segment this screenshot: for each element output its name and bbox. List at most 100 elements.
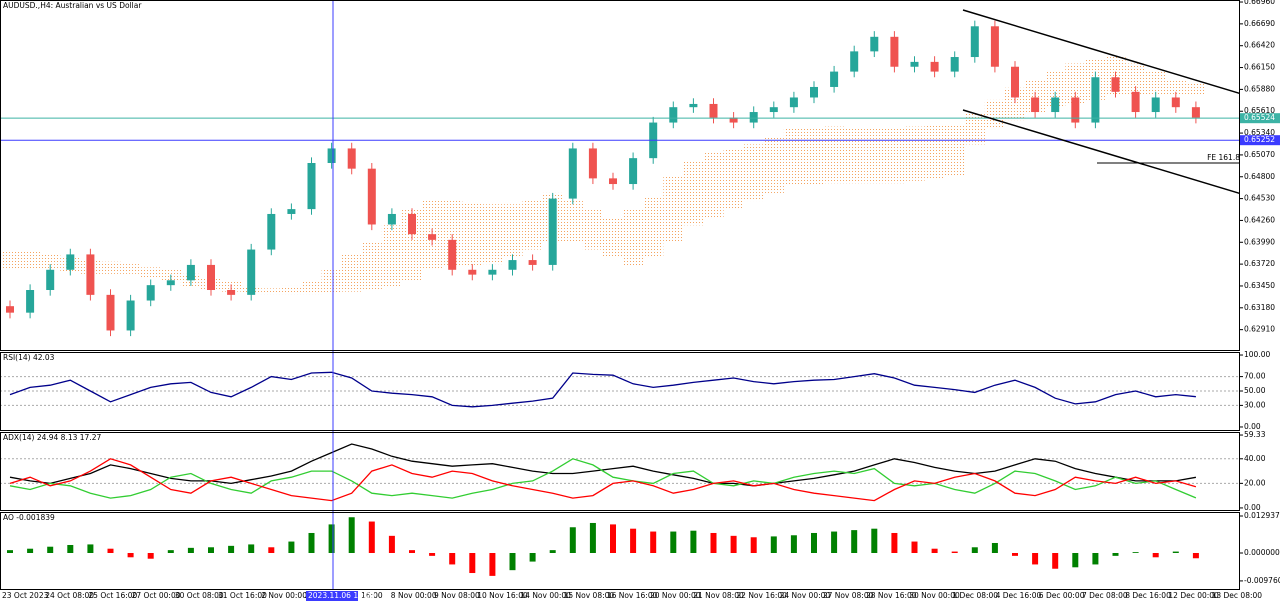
cloud-segment xyxy=(502,204,523,258)
candle-body xyxy=(910,61,919,67)
y-tick-label: 59.33 xyxy=(1244,430,1266,439)
ao-bar xyxy=(47,546,54,553)
candle-body xyxy=(247,249,256,295)
x-tick-label: 31 Oct 16:00 xyxy=(218,591,267,600)
ao-bar xyxy=(851,530,858,553)
x-tick-label: 15 Nov 08:00 xyxy=(564,591,615,600)
candle-body xyxy=(6,306,14,313)
candle-body xyxy=(126,300,135,331)
y-tick-label: 0.65880 xyxy=(1244,84,1275,93)
ao-bar xyxy=(871,528,878,553)
crosshair-label: 2023.11.06 16:00 xyxy=(308,591,375,600)
candle-body xyxy=(930,61,939,72)
x-tick-label: 8 Nov 00:00 xyxy=(391,591,437,600)
candle-body xyxy=(588,148,597,179)
candle-body xyxy=(689,103,698,108)
x-tick-label: 24 Oct 08:00 xyxy=(45,591,94,600)
ao-bar xyxy=(1092,552,1099,565)
y-tick-label: 0.63450 xyxy=(1244,281,1275,290)
candle-body xyxy=(1011,66,1019,98)
ao-bar xyxy=(7,550,13,553)
candle-body xyxy=(950,57,959,72)
ao-bar xyxy=(650,531,657,553)
ao-bar xyxy=(670,531,677,553)
x-tick-label: 1 Dec 08:00 xyxy=(952,591,998,600)
ao-bar xyxy=(348,517,355,553)
y-tick-label: 0.66960 xyxy=(1244,0,1275,6)
ao-bar xyxy=(228,545,235,553)
x-tick-label: 16:00 xyxy=(361,591,383,600)
x-tick-label: 8 Dec 16:00 xyxy=(1125,591,1171,600)
candle-body xyxy=(890,36,899,67)
cloud-segment xyxy=(763,136,784,193)
cloud-segment xyxy=(683,160,704,226)
x-tick-label: 13 Dec 08:00 xyxy=(1212,591,1263,600)
y-tick-label: 0.65070 xyxy=(1244,150,1275,159)
cloud-segment xyxy=(964,112,985,145)
candle-body xyxy=(448,239,457,270)
ao-bar xyxy=(107,548,114,553)
ao-bar xyxy=(1192,552,1199,559)
indicator-line xyxy=(9,458,1197,502)
cloud-segment xyxy=(703,152,724,218)
cloud-segment xyxy=(482,204,503,265)
ao-bar xyxy=(1112,552,1119,556)
y-tick-label: 0.66690 xyxy=(1244,19,1275,28)
ao-bar xyxy=(368,521,375,553)
ao-bar xyxy=(730,535,737,553)
ao-bar xyxy=(288,541,295,553)
ao-bar xyxy=(971,547,978,553)
ao-bar xyxy=(891,532,898,553)
y-tick-label: 40.00 xyxy=(1244,454,1266,463)
cloud-segment xyxy=(804,128,825,185)
y-tick-label: 0.63720 xyxy=(1244,259,1275,268)
ao-bar xyxy=(27,548,34,553)
ao-bar xyxy=(911,541,918,553)
cloud-segment xyxy=(884,128,905,184)
cloud-segment xyxy=(321,269,342,294)
candle-body xyxy=(1151,97,1160,113)
candle-body xyxy=(669,107,678,123)
cloud-segment xyxy=(301,281,322,295)
y-tick-label: 0.64260 xyxy=(1244,215,1275,224)
cloud-segment xyxy=(100,261,121,274)
cloud-segment xyxy=(743,144,764,202)
cloud-segment xyxy=(623,209,644,266)
y-tick-label: 50.00 xyxy=(1244,386,1266,395)
x-tick-label: 27 Oct 00:00 xyxy=(132,591,181,600)
x-tick-label: 23 Oct 2023 xyxy=(2,591,49,600)
ao-bar xyxy=(569,527,576,553)
cloud-segment xyxy=(20,251,41,270)
candle-body xyxy=(207,264,215,291)
ao-bar xyxy=(469,552,476,574)
candle-body xyxy=(729,117,738,123)
x-tick-label: 7 Dec 08:00 xyxy=(1082,591,1128,600)
ao-bar xyxy=(549,550,556,553)
cloud-segment xyxy=(522,201,543,250)
candle-body xyxy=(408,213,416,235)
y-tick-label: 0.00 xyxy=(1244,503,1261,512)
cloud-segment xyxy=(1045,71,1066,108)
candle-body xyxy=(789,97,798,108)
ao-bar xyxy=(589,522,596,553)
x-tick-label: 6 Dec 00:00 xyxy=(1039,591,1085,600)
ao-bar xyxy=(388,535,395,553)
ao-bar xyxy=(790,535,797,553)
y-tick-label: 0.00 xyxy=(1244,422,1261,431)
cloud-segment xyxy=(1005,87,1026,121)
ao-bar xyxy=(187,547,194,553)
cloud-segment xyxy=(1065,63,1086,104)
cloud-segment xyxy=(361,241,382,291)
ao-bar xyxy=(328,524,335,553)
ao-bar xyxy=(268,547,275,553)
y-tick-label: 0.64800 xyxy=(1244,172,1275,181)
ao-bar xyxy=(489,552,496,576)
cloud-segment xyxy=(120,264,141,274)
price-label: 0.65252 xyxy=(1244,135,1275,144)
y-tick-label: 0.65340 xyxy=(1244,128,1275,137)
ao-bar xyxy=(529,552,536,562)
ao-bar xyxy=(610,524,616,553)
ao-bar xyxy=(951,551,958,553)
cloud-segment xyxy=(381,225,402,286)
